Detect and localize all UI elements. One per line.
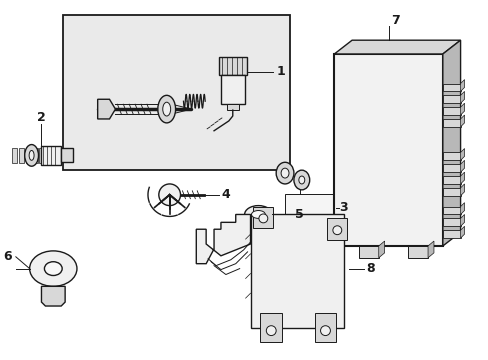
Text: 6: 6 — [3, 250, 12, 263]
Polygon shape — [460, 226, 464, 238]
Text: 8: 8 — [365, 262, 374, 275]
Polygon shape — [196, 215, 250, 264]
Polygon shape — [460, 103, 464, 115]
Bar — [33, 148, 38, 163]
Ellipse shape — [293, 170, 309, 190]
Ellipse shape — [158, 95, 175, 123]
Ellipse shape — [251, 211, 265, 219]
Bar — [327, 219, 346, 240]
Text: 2: 2 — [37, 112, 46, 125]
Bar — [253, 207, 273, 228]
Bar — [442, 107, 460, 115]
Polygon shape — [41, 286, 65, 306]
Polygon shape — [378, 241, 384, 258]
Ellipse shape — [163, 102, 170, 116]
Ellipse shape — [298, 176, 304, 184]
Polygon shape — [460, 184, 464, 196]
Ellipse shape — [44, 262, 62, 275]
Bar — [442, 95, 460, 103]
Bar — [41, 145, 61, 165]
Ellipse shape — [29, 150, 34, 160]
Polygon shape — [460, 215, 464, 226]
Bar — [442, 119, 460, 127]
Text: 5: 5 — [294, 208, 303, 221]
Polygon shape — [460, 115, 464, 127]
Bar — [407, 246, 427, 258]
Ellipse shape — [320, 326, 330, 336]
Bar — [219, 57, 246, 75]
Bar — [12, 148, 17, 163]
Ellipse shape — [276, 162, 293, 184]
Ellipse shape — [258, 214, 267, 223]
Bar — [442, 152, 460, 160]
Ellipse shape — [244, 206, 272, 223]
Bar — [19, 148, 23, 163]
Bar — [40, 148, 44, 163]
Bar — [314, 313, 336, 342]
Polygon shape — [334, 40, 460, 54]
Text: 1: 1 — [276, 65, 285, 78]
Polygon shape — [460, 148, 464, 160]
Bar — [442, 188, 460, 196]
Text: 3: 3 — [339, 201, 347, 214]
Polygon shape — [460, 91, 464, 103]
Ellipse shape — [25, 145, 39, 166]
Bar — [63, 15, 289, 170]
Text: 7: 7 — [391, 14, 400, 27]
Ellipse shape — [30, 251, 77, 286]
Bar — [442, 164, 460, 172]
Bar — [442, 84, 460, 91]
Polygon shape — [442, 40, 460, 246]
Polygon shape — [460, 203, 464, 215]
Bar — [334, 54, 442, 246]
Bar — [285, 194, 336, 221]
Bar — [442, 219, 460, 226]
Bar — [442, 230, 460, 238]
Bar — [226, 104, 238, 110]
Ellipse shape — [266, 326, 276, 336]
Bar — [250, 215, 344, 328]
Bar — [61, 148, 73, 162]
Bar — [26, 148, 31, 163]
Polygon shape — [460, 80, 464, 91]
Polygon shape — [427, 241, 433, 258]
Ellipse shape — [159, 184, 180, 206]
Bar — [442, 176, 460, 184]
Ellipse shape — [332, 226, 341, 235]
Bar — [260, 313, 282, 342]
Bar — [221, 75, 244, 104]
Polygon shape — [98, 99, 115, 119]
Polygon shape — [460, 160, 464, 172]
Ellipse shape — [281, 168, 288, 178]
Bar — [358, 246, 378, 258]
Text: 4: 4 — [221, 188, 229, 201]
Polygon shape — [460, 172, 464, 184]
Bar — [442, 207, 460, 215]
